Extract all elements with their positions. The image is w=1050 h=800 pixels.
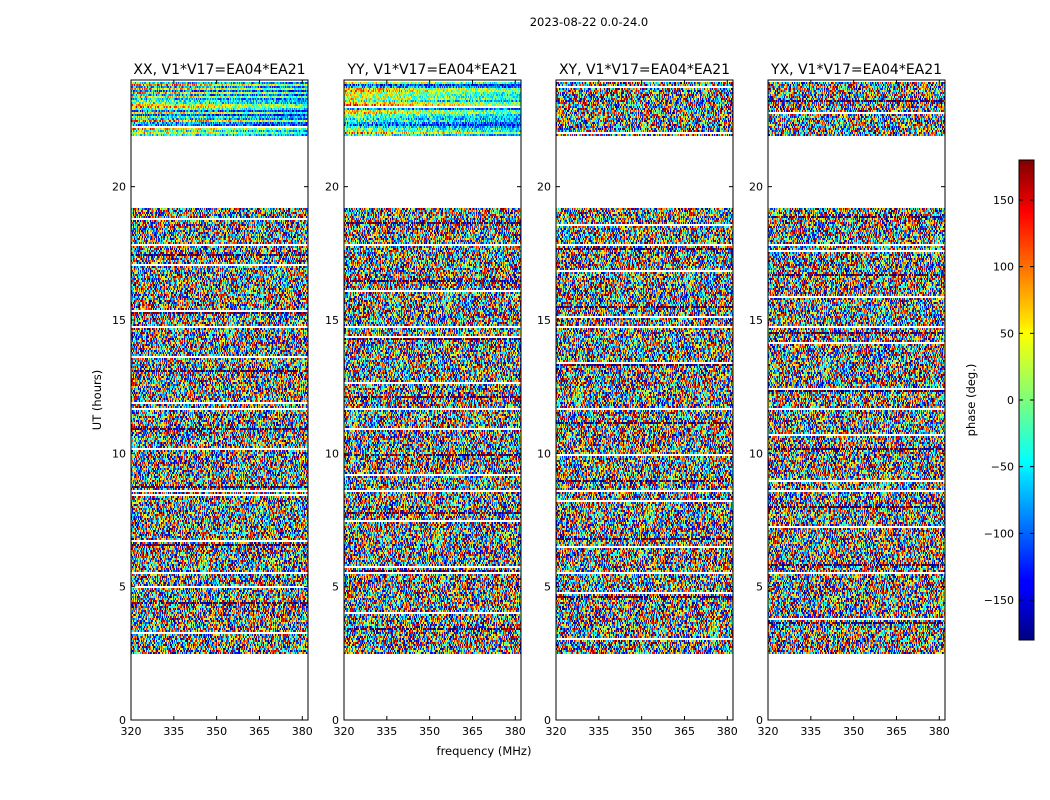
x-tick-label: 380 [717,725,738,738]
colorbar-ticks: 150 100 50 0 −50 −100 −150 [984,194,1034,607]
x-tick-label: 320 [121,725,142,738]
x-tick-label: 320 [758,725,779,738]
x-tick-label: 380 [929,725,950,738]
plot-frame [767,79,946,721]
colorbar-tick-label: 150 [993,194,1014,207]
y-tick-label: 20 [749,181,763,194]
panel-3: XY, V1*V17=EA04*EA21 320 335 350 365 380 0 5 10 1… [537,62,738,738]
x-tick-label: 335 [588,725,609,738]
panel-title: YY, V1*V17=EA04*EA21 [346,62,517,78]
phase-heatmap [556,80,733,720]
y-tick-label: 5 [119,581,126,594]
x-tick-label: 350 [631,725,652,738]
colorbar: 150 100 50 0 −50 −100 −150 phase (deg.) [964,159,1035,641]
y-tick-label: 15 [537,314,551,327]
y-tick-label: 15 [325,314,339,327]
figure-title: 2023-08-22 0.0-24.0 [530,15,649,29]
x-tick-label: 335 [800,725,821,738]
y-tick-label: 0 [332,714,339,727]
y-tick-label: 10 [325,447,339,460]
colorbar-tick-label: 0 [1007,394,1014,407]
y-tick-label: 0 [756,714,763,727]
x-tick-label: 365 [462,725,483,738]
x-tick-label: 320 [334,725,355,738]
x-tick-label: 365 [249,725,270,738]
x-tick-label: 335 [163,725,184,738]
y-tick-label: 5 [756,581,763,594]
x-tick-label: 350 [419,725,440,738]
plot-frame [555,79,734,721]
y-tick-label: 0 [119,714,126,727]
panel-1: XX, V1*V17=EA04*EA21 320 335 350 365 380 0 5 10 1… [112,62,313,738]
panel-title: XY, V1*V17=EA04*EA21 [559,62,730,78]
y-tick-label: 0 [544,714,551,727]
x-tick-label: 350 [206,725,227,738]
y-tick-label: 20 [537,181,551,194]
x-tick-label: 335 [376,725,397,738]
y-tick-label: 15 [112,314,126,327]
plot-frame [130,79,309,721]
y-tick-label: 20 [112,181,126,194]
x-tick-label: 365 [674,725,695,738]
colorbar-label: phase (deg.) [964,364,978,437]
y-tick-label: 5 [544,581,551,594]
colorbar-tick-label: −100 [984,527,1014,540]
y-axis-label: UT (hours) [90,370,104,430]
panel-title: XX, V1*V17=EA04*EA21 [133,62,305,78]
y-tick-label: 15 [749,314,763,327]
x-tick-label: 365 [886,725,907,738]
x-axis-label: frequency (MHz) [437,744,532,758]
colorbar-tick-label: −150 [984,594,1014,607]
panel-2: YY, V1*V17=EA04*EA21 320 335 350 365 380 0 5 10 1… [325,62,526,738]
phase-heatmap [768,80,945,720]
plot-frame [343,79,522,721]
phase-heatmap [344,80,521,720]
x-tick-label: 380 [292,725,313,738]
panel-4: YX, V1*V17=EA04*EA21 320 335 350 365 380 0 5 10 1… [749,62,950,738]
y-tick-label: 5 [332,581,339,594]
panel-title: YX, V1*V17=EA04*EA21 [770,62,942,78]
colorbar-tick-label: −50 [991,461,1014,474]
phase-heatmap [131,80,308,720]
colorbar-tick-label: 100 [993,261,1014,274]
x-tick-label: 350 [843,725,864,738]
colorbar-tick-label: 50 [1000,327,1014,340]
y-tick-label: 10 [112,447,126,460]
x-tick-label: 380 [505,725,526,738]
y-tick-label: 10 [749,447,763,460]
x-tick-label: 320 [546,725,567,738]
panels: XX, V1*V17=EA04*EA21 320 335 350 365 380 0 5 10 1… [112,62,950,738]
y-tick-label: 20 [325,181,339,194]
y-tick-label: 10 [537,447,551,460]
